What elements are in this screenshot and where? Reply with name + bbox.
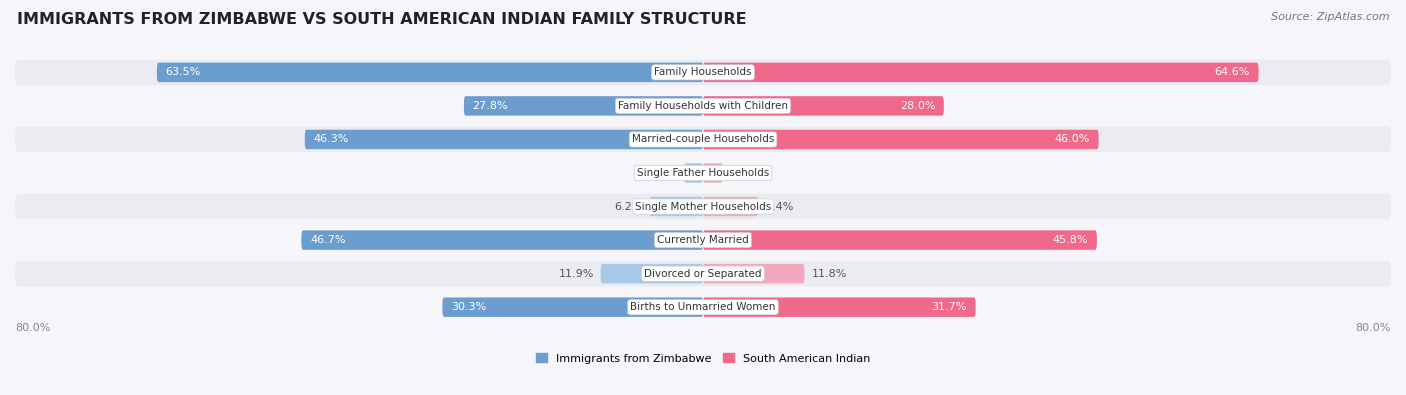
FancyBboxPatch shape [15,294,1391,320]
Text: 6.2%: 6.2% [614,201,643,212]
FancyBboxPatch shape [15,160,1391,186]
Text: Births to Unmarried Women: Births to Unmarried Women [630,302,776,312]
Text: 64.6%: 64.6% [1215,68,1250,77]
Text: 45.8%: 45.8% [1053,235,1088,245]
FancyBboxPatch shape [464,96,703,116]
Text: Source: ZipAtlas.com: Source: ZipAtlas.com [1271,12,1389,22]
FancyBboxPatch shape [15,127,1391,152]
Text: 31.7%: 31.7% [932,302,967,312]
Text: 6.4%: 6.4% [765,201,793,212]
Text: 80.0%: 80.0% [15,323,51,333]
FancyBboxPatch shape [15,194,1391,219]
FancyBboxPatch shape [703,130,1098,149]
FancyBboxPatch shape [685,163,703,183]
Text: 46.0%: 46.0% [1054,134,1090,145]
FancyBboxPatch shape [703,63,1258,82]
FancyBboxPatch shape [15,228,1391,253]
Text: Single Father Households: Single Father Households [637,168,769,178]
Text: Single Mother Households: Single Mother Households [636,201,770,212]
Text: 11.8%: 11.8% [811,269,846,278]
FancyBboxPatch shape [703,163,723,183]
FancyBboxPatch shape [703,264,804,283]
FancyBboxPatch shape [703,297,976,317]
Text: 46.3%: 46.3% [314,134,349,145]
FancyBboxPatch shape [650,197,703,216]
Text: Family Households with Children: Family Households with Children [619,101,787,111]
Text: 2.3%: 2.3% [730,168,758,178]
FancyBboxPatch shape [15,60,1391,85]
FancyBboxPatch shape [305,130,703,149]
Text: Divorced or Separated: Divorced or Separated [644,269,762,278]
Text: Currently Married: Currently Married [657,235,749,245]
Text: 46.7%: 46.7% [309,235,346,245]
FancyBboxPatch shape [15,261,1391,286]
Text: 63.5%: 63.5% [166,68,201,77]
Legend: Immigrants from Zimbabwe, South American Indian: Immigrants from Zimbabwe, South American… [531,349,875,368]
Text: 2.2%: 2.2% [648,168,678,178]
FancyBboxPatch shape [600,264,703,283]
Text: Family Households: Family Households [654,68,752,77]
Text: 30.3%: 30.3% [451,302,486,312]
Text: 28.0%: 28.0% [900,101,935,111]
FancyBboxPatch shape [703,96,943,116]
FancyBboxPatch shape [157,63,703,82]
Text: 11.9%: 11.9% [558,269,593,278]
FancyBboxPatch shape [703,230,1097,250]
Text: 27.8%: 27.8% [472,101,508,111]
Text: Married-couple Households: Married-couple Households [631,134,775,145]
FancyBboxPatch shape [443,297,703,317]
Text: IMMIGRANTS FROM ZIMBABWE VS SOUTH AMERICAN INDIAN FAMILY STRUCTURE: IMMIGRANTS FROM ZIMBABWE VS SOUTH AMERIC… [17,12,747,27]
FancyBboxPatch shape [703,197,758,216]
FancyBboxPatch shape [15,93,1391,118]
Text: 80.0%: 80.0% [1355,323,1391,333]
FancyBboxPatch shape [301,230,703,250]
